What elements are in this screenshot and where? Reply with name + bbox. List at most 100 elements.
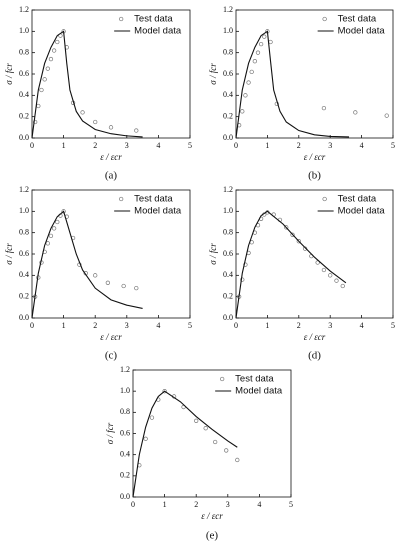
test-point: [328, 273, 333, 278]
x-tick-label: 5: [391, 141, 395, 150]
y-tick-label: 0.4: [19, 270, 29, 279]
y-tick-label: 1.0: [120, 386, 130, 395]
test-point: [224, 448, 229, 453]
x-tick-label: 3: [328, 321, 332, 330]
x-tick-label: 1: [62, 321, 66, 330]
test-point: [42, 77, 47, 82]
panel: 0.0 0.2 0.4 0.6 0.8 1.0 1.2 0 1 2 3 4 5 ε / εcr σ / fc…: [4, 5, 192, 182]
x-tick-label: 1: [265, 321, 269, 330]
y-tick-label: 1.0: [19, 26, 29, 35]
y-axis-label: σ / fcr: [208, 63, 218, 85]
y-tick-label: 0.0: [223, 313, 233, 322]
y-tick-label: 0.6: [223, 69, 233, 78]
test-point: [108, 125, 114, 130]
panel-label: (c): [105, 350, 118, 362]
y-tick-label: 0.2: [19, 111, 29, 120]
y-axis-label: σ / fcr: [208, 243, 218, 265]
x-axis-label: ε / εcr: [201, 511, 223, 521]
y-tick-label: 0.8: [19, 227, 29, 236]
x-tick-label: 4: [257, 500, 261, 509]
x-tick-label: 1: [62, 141, 66, 150]
test-point: [194, 418, 199, 423]
legend-marker: [220, 376, 225, 382]
x-tick-label: 0: [234, 141, 238, 150]
x-tick-label: 2: [297, 321, 301, 330]
test-point: [353, 110, 358, 115]
x-tick-label: 2: [93, 141, 97, 150]
model-line: [235, 30, 350, 139]
legend-label: Model data: [235, 386, 283, 397]
legend-marker: [322, 196, 327, 202]
x-tick-label: 4: [360, 141, 364, 150]
y-tick-label: 0.6: [120, 428, 130, 437]
legend-marker: [119, 16, 124, 22]
test-point: [39, 87, 44, 93]
test-point: [121, 283, 126, 289]
y-tick-label: 0.8: [223, 47, 233, 56]
x-tick-label: 4: [360, 321, 364, 330]
test-point: [243, 262, 248, 267]
x-tick-label: 0: [30, 321, 34, 330]
test-point: [149, 415, 155, 420]
y-tick-label: 1.2: [223, 185, 233, 194]
test-point: [340, 283, 345, 289]
test-point: [384, 113, 389, 118]
y-tick-label: 0.4: [19, 90, 29, 99]
test-point: [162, 389, 167, 394]
y-tick-label: 1.2: [120, 365, 130, 374]
y-tick-label: 0.8: [223, 227, 233, 236]
panel: 0.0 0.2 0.4 0.6 0.8 1.0 1.2 0 1 2 3 4 5 ε / εcr σ / fc…: [105, 365, 293, 542]
legend-label: Model data: [134, 26, 182, 37]
legend-label: Model data: [338, 206, 386, 217]
y-tick-label: 0.0: [19, 133, 29, 142]
y-tick-label: 0.2: [120, 471, 130, 480]
test-point: [143, 436, 148, 441]
test-point: [249, 69, 254, 75]
legend-label: Test data: [134, 14, 173, 25]
test-point: [105, 280, 110, 285]
x-tick-label: 3: [125, 141, 129, 150]
y-tick-label: 0.0: [19, 313, 29, 322]
test-point: [258, 41, 264, 47]
test-point: [315, 260, 320, 265]
x-tick-label: 5: [188, 141, 192, 150]
legend-marker: [322, 16, 327, 22]
x-tick-label: 0: [234, 321, 238, 330]
legend-label: Model data: [338, 26, 386, 37]
y-tick-label: 1.2: [19, 185, 29, 194]
legend-label: Model data: [134, 206, 182, 217]
y-tick-label: 1.0: [19, 206, 29, 215]
y-tick-label: 1.2: [223, 5, 233, 14]
x-tick-label: 5: [391, 321, 395, 330]
y-tick-label: 0.6: [19, 249, 29, 258]
model-line: [31, 210, 143, 319]
test-point: [134, 128, 139, 133]
x-tick-label: 1: [265, 141, 269, 150]
model-line: [132, 390, 238, 498]
panel-label: (e): [206, 530, 219, 542]
x-tick-label: 5: [188, 321, 192, 330]
test-point: [33, 119, 38, 125]
test-point: [334, 278, 339, 283]
y-tick-label: 0.0: [120, 492, 130, 501]
y-tick-label: 0.4: [223, 90, 233, 99]
test-point: [284, 225, 289, 230]
y-tick-label: 0.2: [19, 291, 29, 300]
x-axis-label: ε / εcr: [100, 152, 122, 162]
legend-label: Test data: [235, 374, 274, 385]
test-point: [80, 110, 85, 115]
x-tick-label: 2: [93, 321, 97, 330]
x-tick-label: 2: [297, 141, 301, 150]
y-tick-label: 0.8: [120, 407, 130, 416]
test-point: [235, 457, 240, 463]
x-tick-label: 4: [156, 321, 160, 330]
y-tick-label: 0.0: [223, 133, 233, 142]
y-tick-label: 0.4: [223, 270, 233, 279]
test-point: [321, 105, 327, 111]
y-tick-label: 0.6: [223, 249, 233, 258]
test-point: [93, 273, 98, 278]
x-tick-label: 2: [194, 500, 198, 509]
y-tick-label: 0.2: [223, 291, 233, 300]
x-axis-label: ε / εcr: [100, 332, 122, 342]
